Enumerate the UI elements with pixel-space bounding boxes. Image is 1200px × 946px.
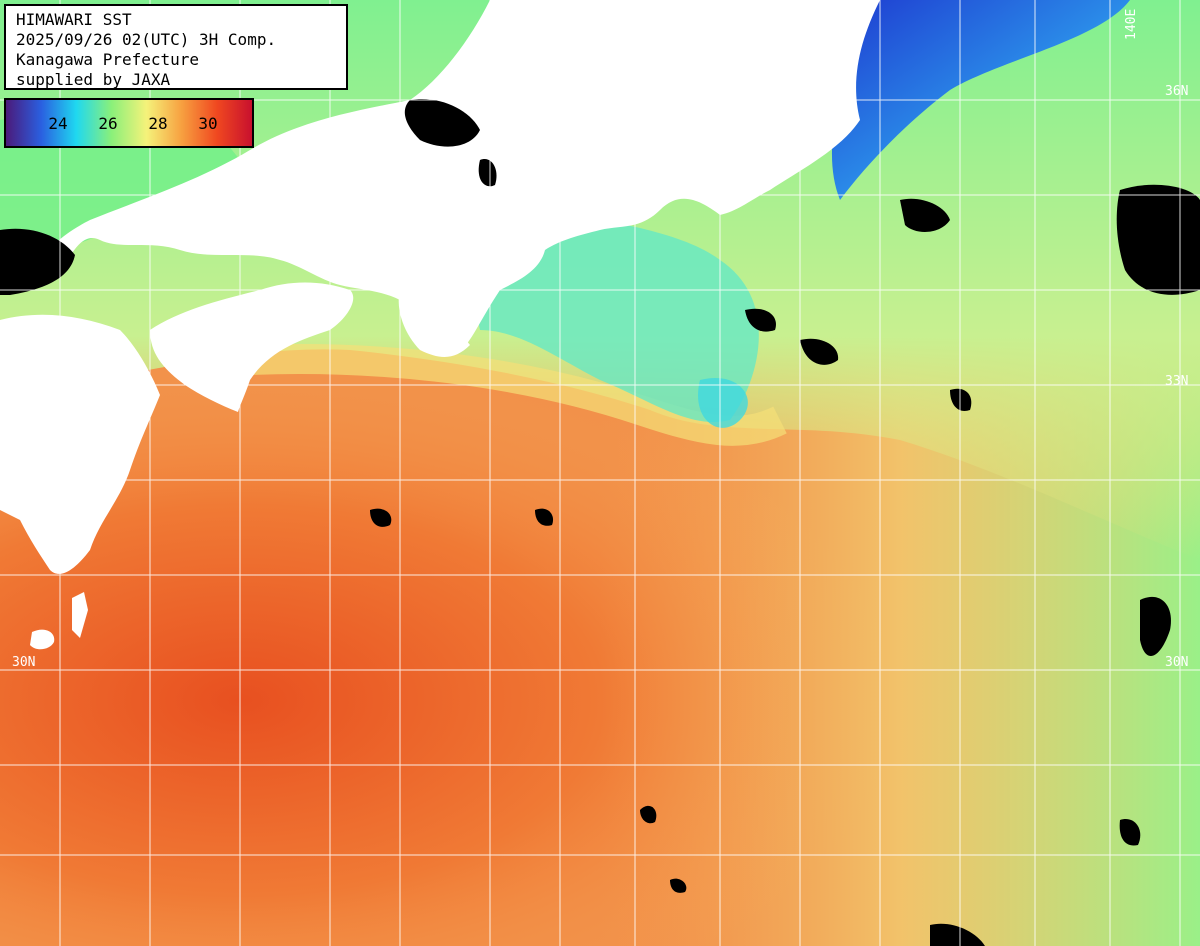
header-title: HIMAWARI SST (16, 10, 132, 29)
land-kyushu (0, 314, 160, 574)
land-yakushima (30, 629, 55, 650)
legend-tick-26: 26 (98, 114, 118, 133)
land-kii (398, 290, 470, 357)
eddy (698, 378, 748, 428)
blue-north-water (831, 0, 1130, 200)
header-supplier: supplied by JAXA (16, 70, 171, 89)
land-tanegashima (72, 592, 88, 638)
lon-label-140e: 140E (1124, 9, 1139, 40)
land-honshu (30, 0, 880, 350)
land-awaji (370, 246, 392, 275)
legend-tick-24: 24 (48, 114, 68, 133)
cloud-masks (0, 99, 1200, 946)
lat-label-30n: 30N (12, 655, 35, 670)
cyan-coastal-water (478, 210, 759, 422)
temperature-legend: 24 26 28 30 (4, 98, 254, 148)
lon-label-135e: 135E (485, 9, 500, 40)
header-datetime: 2025/09/26 02(UTC) 3H Comp. (16, 30, 277, 49)
header-info-box: HIMAWARI SST 2025/09/26 02(UTC) 3H Comp.… (4, 4, 348, 90)
lat-label-36n-right: 36N (1165, 84, 1188, 99)
land-shikoku (150, 282, 354, 412)
lat-label-33n-right: 33N (1165, 374, 1188, 389)
legend-tick-30: 30 (198, 114, 218, 133)
kuroshio-front (249, 344, 787, 446)
legend-tick-28: 28 (148, 114, 168, 133)
lat-label-30n-right: 30N (1165, 655, 1188, 670)
header-region: Kanagawa Prefecture (16, 50, 200, 69)
